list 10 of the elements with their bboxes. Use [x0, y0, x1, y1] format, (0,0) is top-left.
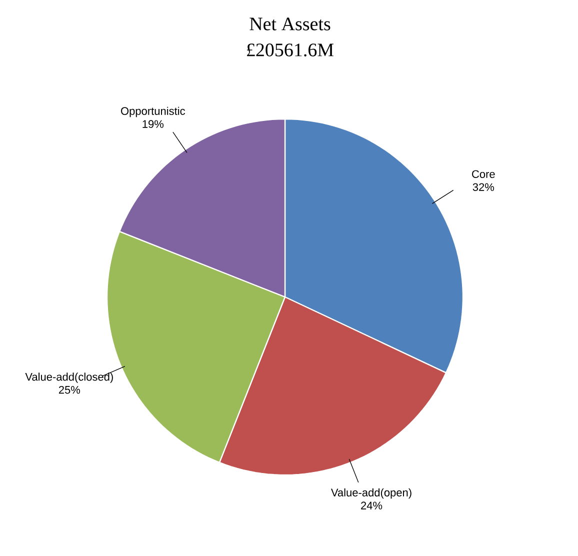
- chart-subtitle: £20561.6M: [247, 44, 334, 56]
- chart-title: Net Assets: [250, 18, 330, 30]
- slice-label: Value-add(closed): [25, 372, 113, 383]
- slice-label: Core: [472, 170, 495, 178]
- data-label: 24%: [361, 502, 382, 510]
- data-label: 19%: [142, 120, 164, 128]
- data-label: 25%: [58, 386, 80, 394]
- slice-label: Opportunistic: [121, 106, 186, 118]
- slice-label: Value-add(open): [330, 488, 412, 499]
- data-label: 32%: [472, 183, 494, 191]
